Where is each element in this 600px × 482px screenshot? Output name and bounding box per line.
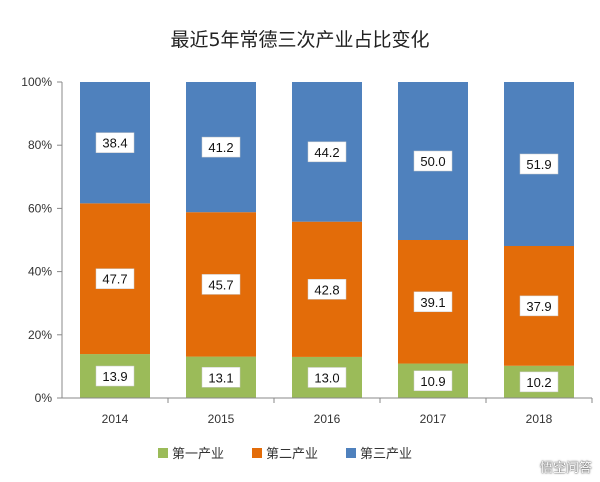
data-label-box bbox=[307, 141, 347, 163]
data-label: 42.8 bbox=[314, 282, 339, 297]
data-label: 47.7 bbox=[102, 272, 127, 287]
legend: 第一产业 第二产业 第三产业 bbox=[158, 447, 412, 462]
chart-title: 最近5年常德三次产业占比变化 bbox=[170, 29, 429, 51]
watermark: 悟空问答 bbox=[539, 461, 592, 476]
data-label-box bbox=[413, 150, 453, 172]
data-label: 13.9 bbox=[102, 369, 127, 384]
data-label: 51.9 bbox=[526, 157, 551, 172]
data-label: 13.0 bbox=[314, 370, 339, 385]
data-label: 39.1 bbox=[420, 295, 445, 310]
y-tick-label: 60% bbox=[28, 201, 52, 215]
data-label-box bbox=[95, 268, 135, 289]
data-label-box bbox=[519, 371, 559, 393]
x-axis: 2014 2015 2016 2017 2018 bbox=[62, 397, 593, 426]
x-tick-label: 2014 bbox=[102, 412, 129, 426]
y-axis: 0% 20% 40% 60% 80% 100% bbox=[21, 75, 63, 405]
data-label: 38.4 bbox=[102, 136, 127, 151]
y-tick-label: 0% bbox=[35, 391, 53, 405]
data-label: 13.1 bbox=[208, 370, 233, 385]
data-label-box bbox=[201, 367, 241, 388]
data-label: 10.2 bbox=[526, 375, 551, 390]
data-label-box bbox=[95, 132, 135, 153]
data-label-box bbox=[519, 153, 559, 175]
y-tick-label: 40% bbox=[28, 265, 52, 279]
y-tick-label: 100% bbox=[21, 75, 52, 89]
y-tick-label: 20% bbox=[28, 328, 52, 342]
data-label: 37.9 bbox=[526, 299, 551, 314]
data-label-box bbox=[95, 365, 135, 387]
legend-swatch bbox=[252, 448, 262, 458]
data-label-box bbox=[307, 279, 347, 300]
data-label-box bbox=[201, 274, 241, 295]
legend-swatch bbox=[158, 448, 168, 458]
x-tick-label: 2017 bbox=[420, 412, 447, 426]
data-label: 44.2 bbox=[314, 145, 339, 160]
x-tick-label: 2018 bbox=[526, 412, 553, 426]
legend-label: 第三产业 bbox=[360, 447, 412, 462]
data-label: 50.0 bbox=[420, 154, 445, 169]
data-label-box bbox=[307, 367, 347, 388]
y-tick-label: 80% bbox=[28, 138, 52, 152]
legend-swatch bbox=[346, 448, 356, 458]
x-tick-label: 2015 bbox=[208, 412, 235, 426]
data-label-box bbox=[413, 370, 453, 392]
x-tick-label: 2016 bbox=[314, 412, 341, 426]
data-label: 41.2 bbox=[208, 140, 233, 155]
bars: 13.9 47.7 38.4 13.1 45.7 41.2 13.0 42.8 44.2 10.9… bbox=[80, 82, 574, 398]
data-label-box bbox=[413, 291, 453, 313]
data-label-box bbox=[519, 295, 559, 317]
legend-label: 第二产业 bbox=[266, 447, 318, 462]
data-label: 10.9 bbox=[420, 374, 445, 389]
legend-label: 第一产业 bbox=[172, 447, 224, 462]
data-label: 45.7 bbox=[208, 277, 233, 292]
data-label-box bbox=[201, 136, 241, 158]
